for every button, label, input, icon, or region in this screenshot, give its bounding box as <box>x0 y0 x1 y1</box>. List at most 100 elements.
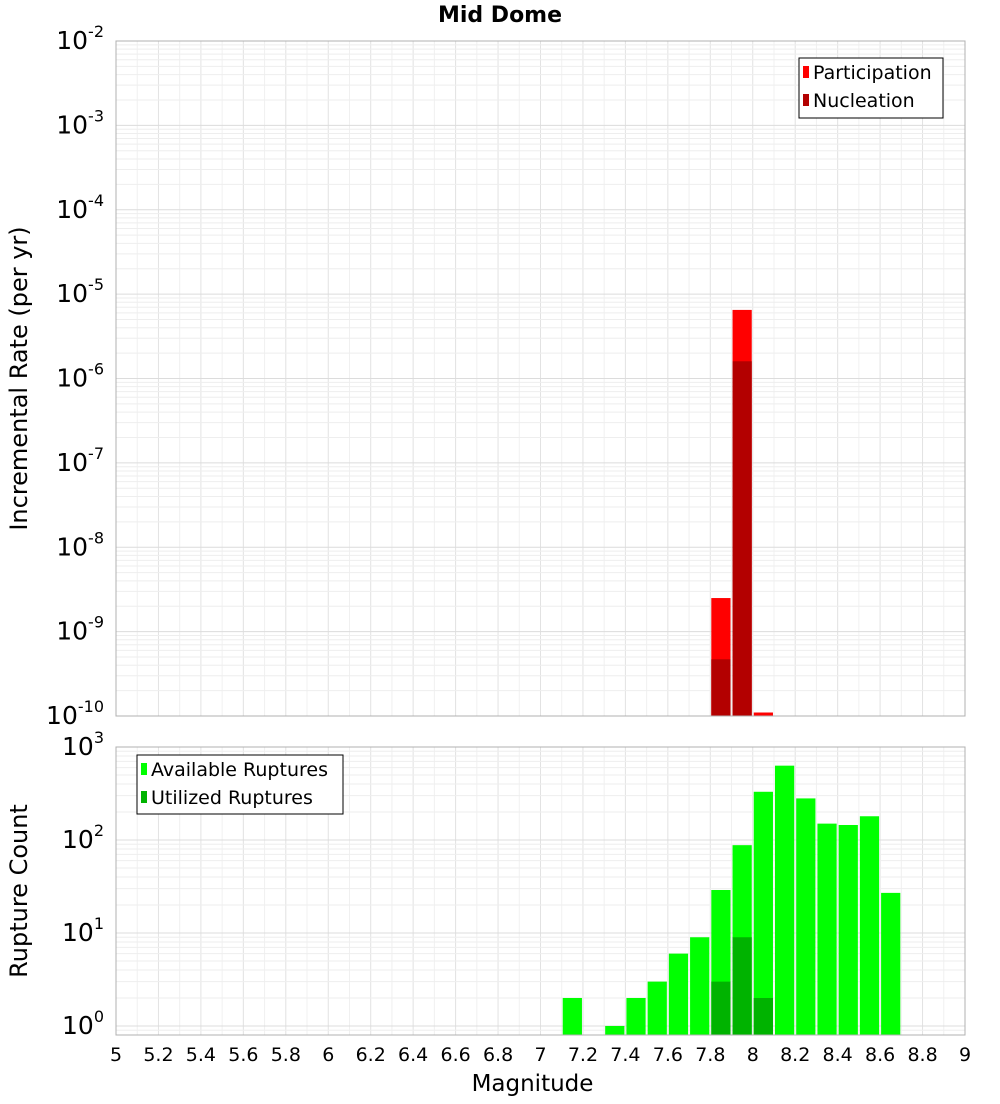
x-tick-label: 6.2 <box>356 1044 386 1066</box>
x-tick-label: 7.6 <box>653 1044 683 1066</box>
x-tick-label: 8.8 <box>907 1044 937 1066</box>
x-tick-label: 7 <box>534 1044 546 1066</box>
y-tick-label: 10-7 <box>56 444 104 477</box>
legend-label: Nucleation <box>813 90 915 112</box>
x-tick-label: 7.8 <box>695 1044 725 1066</box>
bar-participation <box>753 712 773 716</box>
y-tick-base: 10 <box>56 26 88 55</box>
x-tick-label: 5.6 <box>228 1044 258 1066</box>
chart-title: Mid Dome <box>438 3 562 28</box>
x-tick-label: 8.6 <box>865 1044 895 1066</box>
legend-swatch <box>803 94 809 106</box>
x-tick-label: 5 <box>110 1044 122 1066</box>
y-tick-exponent: -7 <box>88 444 104 463</box>
y-tick-label: 10-2 <box>56 22 104 55</box>
legend: Available Ruptures Utilized Ruptures <box>136 754 344 815</box>
y-tick-label: 101 <box>62 914 104 947</box>
legend-swatch <box>141 791 147 803</box>
y-tick-base: 10 <box>56 532 88 561</box>
bar-available-ruptures <box>690 937 710 1035</box>
y-tick-label: 10-8 <box>56 528 104 561</box>
y-tick-label: 10-9 <box>56 613 104 646</box>
bar-utilized-ruptures <box>753 997 773 1035</box>
bar-available-ruptures <box>647 981 667 1035</box>
bar-available-ruptures <box>626 997 646 1035</box>
bar-available-ruptures <box>605 1025 625 1035</box>
bar-available-ruptures <box>774 765 795 1035</box>
y-tick-base: 10 <box>56 364 88 393</box>
y-tick-base: 10 <box>62 1011 94 1040</box>
x-tick-label: 8 <box>747 1044 759 1066</box>
rate-panel: 10-210-310-410-510-610-710-810-910-10Inc… <box>5 3 966 730</box>
y-tick-exponent: -6 <box>88 360 104 379</box>
bar-available-ruptures <box>753 791 773 1035</box>
x-tick-label: 6.8 <box>483 1044 513 1066</box>
y-tick-exponent: -3 <box>88 106 104 125</box>
bar-available-ruptures <box>668 953 689 1035</box>
bar-available-ruptures <box>881 892 901 1035</box>
bar-utilized-ruptures <box>711 981 731 1035</box>
x-tick-label: 5.8 <box>271 1044 301 1066</box>
plot-frame <box>115 746 966 1036</box>
y-tick-exponent: 1 <box>94 914 104 933</box>
gridlines <box>115 40 966 717</box>
legend-swatch <box>141 763 147 775</box>
y-tick-base: 10 <box>62 918 94 947</box>
bars <box>711 309 773 716</box>
y-tick-label: 100 <box>62 1007 104 1040</box>
y-tick-label: 10-6 <box>56 360 104 393</box>
legend-swatch <box>803 66 809 78</box>
y-tick-exponent: -9 <box>88 613 104 632</box>
y-tick-label: 10-10 <box>46 697 104 730</box>
y-tick-exponent: 2 <box>94 821 104 840</box>
legend-box <box>798 57 944 119</box>
x-tick-label: 5.2 <box>143 1044 173 1066</box>
y-tick-base: 10 <box>62 732 94 761</box>
plot-frame <box>115 40 966 717</box>
y-tick-exponent: -2 <box>88 22 104 41</box>
y-tick-exponent: -8 <box>88 528 104 547</box>
legend-label: Available Ruptures <box>151 759 328 781</box>
bar-available-ruptures <box>562 997 582 1035</box>
y-tick-base: 10 <box>56 617 88 646</box>
y-tick-labels: 10-210-310-410-510-610-710-810-910-10 <box>46 22 104 730</box>
x-tick-label: 9 <box>959 1044 971 1066</box>
bar-available-ruptures <box>817 823 837 1035</box>
legend-box <box>136 754 344 815</box>
y-tick-base: 10 <box>46 701 78 730</box>
legend-label: Utilized Ruptures <box>151 787 313 809</box>
x-axis-label: Magnitude <box>472 1071 594 1097</box>
bar-nucleation <box>732 361 752 716</box>
y-tick-exponent: -5 <box>88 275 104 294</box>
y-tick-exponent: 0 <box>94 1007 104 1026</box>
y-tick-base: 10 <box>56 110 88 139</box>
x-tick-label: 6 <box>322 1044 334 1066</box>
x-tick-label: 8.4 <box>823 1044 853 1066</box>
y-tick-exponent: 3 <box>94 728 104 747</box>
x-tick-label: 8.2 <box>780 1044 810 1066</box>
bar-available-ruptures <box>859 816 880 1035</box>
y-tick-exponent: -10 <box>78 697 104 716</box>
legend-label: Participation <box>813 62 932 84</box>
bar-available-ruptures <box>838 824 858 1035</box>
y-axis-label: Incremental Rate (per yr) <box>5 226 33 530</box>
x-tick-label: 6.4 <box>398 1044 428 1066</box>
bar-utilized-ruptures <box>732 937 752 1035</box>
x-tick-labels: 5 5.2 5.4 5.6 5.8 6 6.2 6.4 6.6 6.8 7 7.2 7.4 7.6 7.8 8… <box>110 1044 971 1066</box>
legend: Participation Nucleation <box>798 57 944 119</box>
y-tick-label: 10-4 <box>56 191 104 224</box>
y-tick-base: 10 <box>56 448 88 477</box>
y-axis-label: Rupture Count <box>5 804 33 978</box>
bar-nucleation <box>711 659 731 716</box>
y-tick-base: 10 <box>56 279 88 308</box>
x-tick-label: 7.4 <box>610 1044 640 1066</box>
y-tick-base: 10 <box>56 195 88 224</box>
y-tick-label: 10-3 <box>56 106 104 139</box>
y-tick-base: 10 <box>62 825 94 854</box>
x-tick-label: 7.2 <box>568 1044 598 1066</box>
y-tick-label: 10-5 <box>56 275 104 308</box>
